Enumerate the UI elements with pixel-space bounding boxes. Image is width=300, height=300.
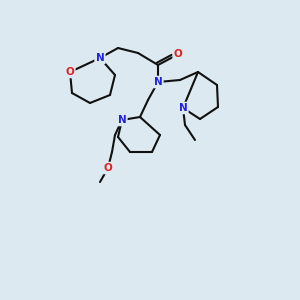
Text: O: O [174, 49, 182, 59]
Text: O: O [66, 67, 74, 77]
Text: N: N [118, 115, 126, 125]
Text: N: N [96, 53, 104, 63]
Text: N: N [178, 103, 188, 113]
Text: O: O [103, 163, 112, 173]
Text: N: N [154, 77, 162, 87]
